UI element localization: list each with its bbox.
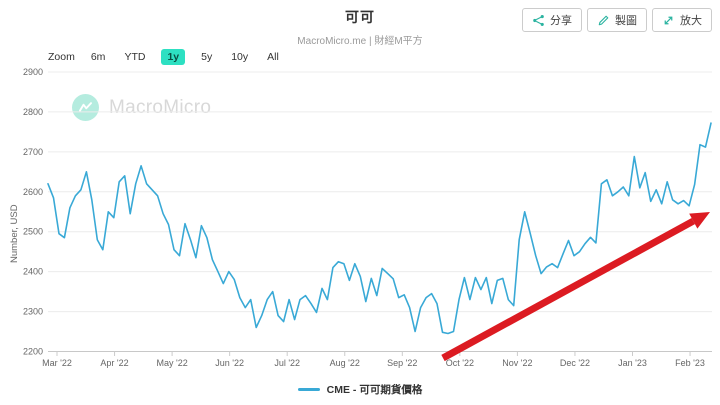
x-axis-tick-label: Aug '22	[330, 358, 360, 368]
x-axis-tick-label: Jun '22	[215, 358, 244, 368]
range-selector-bar: Zoom 6m YTD 1y 5y 10y All	[48, 49, 295, 65]
make-chart-button[interactable]: 製圖	[587, 8, 647, 32]
range-option-1y[interactable]: 1y	[161, 49, 186, 65]
y-axis-tick-label: 2700	[23, 147, 43, 157]
legend-series-label: CME - 可可期貨價格	[326, 384, 423, 396]
expand-icon	[664, 16, 673, 24]
x-axis-tick-label: Jan '23	[618, 358, 647, 368]
range-options: 6m YTD 1y 5y 10y All	[88, 49, 295, 65]
range-option-10y[interactable]: 10y	[231, 51, 249, 63]
trend-arrow-head	[689, 212, 710, 229]
legend-item-cme-cocoa[interactable]: CME - 可可期貨價格	[0, 382, 720, 397]
x-axis-tick-label: Mar '22	[42, 358, 72, 368]
share-button-label: 分享	[550, 15, 572, 27]
y-axis-tick-label: 2400	[23, 267, 43, 277]
share-button[interactable]: 分享	[522, 8, 582, 32]
x-axis-tick-label: Nov '22	[502, 358, 532, 368]
range-option-all[interactable]: All	[267, 51, 279, 63]
x-axis-tick-label: Sep '22	[387, 358, 417, 368]
zoom-label: Zoom	[48, 51, 75, 63]
enlarge-button-label: 放大	[680, 15, 702, 27]
price-line-series	[47, 122, 712, 335]
x-axis-tick-label: Oct '22	[446, 358, 474, 368]
make-chart-button-label: 製圖	[615, 15, 637, 27]
x-axis-tick-label: Jul '22	[274, 358, 300, 368]
x-axis-tick-label: Apr '22	[100, 358, 128, 368]
y-axis-tick-label: 2800	[23, 107, 43, 117]
y-axis-tick-label: 2300	[23, 307, 43, 317]
y-axis-tick-label: 2600	[23, 187, 43, 197]
share-icon	[533, 14, 544, 26]
x-axis-tick-label: Dec '22	[560, 358, 590, 368]
range-option-ytd[interactable]: YTD	[124, 51, 146, 63]
y-axis-tick-label: 2500	[23, 227, 43, 237]
chart-toolbar: 分享 製圖 放大	[522, 8, 712, 32]
pencil-icon	[598, 15, 609, 25]
y-axis-tick-label: 2900	[23, 67, 43, 77]
enlarge-button[interactable]: 放大	[652, 8, 712, 32]
y-axis-tick-label: 2200	[23, 347, 43, 357]
trend-arrow-shaft	[441, 218, 695, 362]
range-option-5y[interactable]: 5y	[201, 51, 213, 63]
legend-marker	[297, 388, 320, 391]
x-axis-tick-label: May '22	[156, 358, 187, 368]
range-option-6m[interactable]: 6m	[90, 51, 106, 63]
x-axis-tick-label: Feb '23	[675, 358, 705, 368]
